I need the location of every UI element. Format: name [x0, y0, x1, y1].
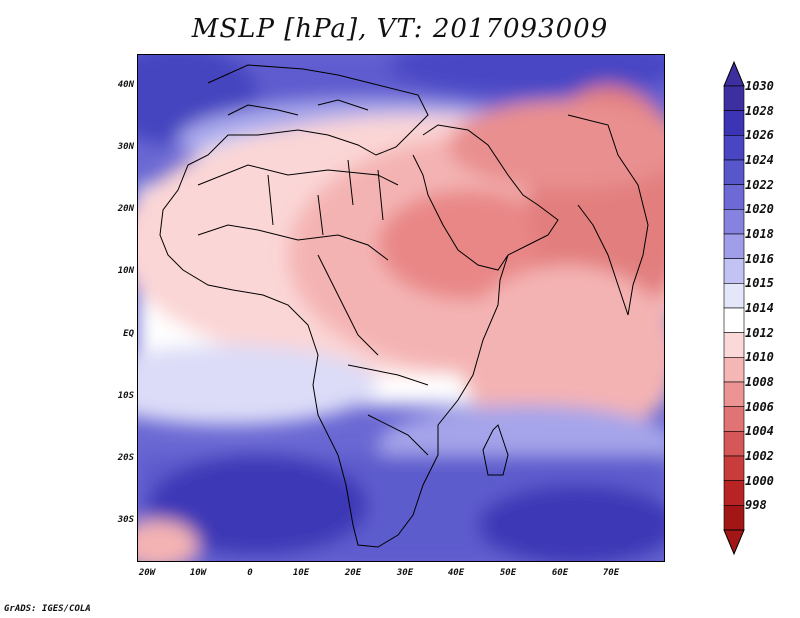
mslp-field: [138, 55, 664, 561]
lat-label-eq: EQ: [123, 329, 134, 339]
colorbar-swatch-1006: [723, 406, 745, 432]
lon-label-10w: 10W: [189, 568, 207, 578]
colorbar-label-1018: 1018: [745, 227, 774, 241]
colorbar-swatch-1002: [723, 455, 745, 481]
colorbar-label-1015: 1015: [745, 276, 774, 291]
grads-credit: GrADS: IGES/COLA: [4, 604, 91, 614]
lon-label-50e: 50E: [499, 568, 517, 578]
lon-label-70e: 70E: [602, 568, 620, 578]
colorbar-swatch-1020: [723, 209, 745, 235]
colorbar-label-998: 998: [745, 498, 767, 513]
colorbar-top-arrow: [723, 60, 745, 87]
map-area[interactable]: [137, 54, 665, 562]
colorbar-label-1026: 1026: [745, 128, 774, 143]
colorbar-label-1008: 1008: [745, 375, 774, 389]
colorbar-label-1002: 1002: [745, 449, 774, 463]
colorbar-swatch-1024: [723, 159, 745, 185]
colorbar-label-1010: 1010: [745, 350, 774, 365]
lon-label-0: 0: [247, 568, 253, 578]
colorbar: [723, 60, 745, 556]
colorbar-swatch-1000: [723, 480, 745, 506]
map-title: MSLP [hPa], VT: 2017093009: [191, 14, 609, 44]
colorbar-bottom-arrow: [723, 529, 745, 556]
colorbar-swatch-1012: [723, 332, 745, 358]
lat-label-30n: 30N: [117, 142, 134, 152]
colorbar-label-1020: 1020: [745, 202, 774, 217]
colorbar-label-1022: 1022: [745, 177, 774, 192]
lat-label-40n: 40N: [117, 80, 134, 90]
lon-label-40e: 40E: [447, 568, 465, 578]
colorbar-swatch-1004: [723, 431, 745, 457]
colorbar-swatch-1014: [723, 307, 745, 333]
lat-label-20s: 20S: [117, 453, 134, 463]
colorbar-swatch-1010: [723, 357, 745, 383]
coastlines: [159, 64, 649, 548]
colorbar-swatch-1008: [723, 381, 745, 407]
colorbar-label-1030: 1030: [745, 79, 774, 93]
colorbar-swatch-1026: [723, 135, 745, 161]
lat-label-10n: 10N: [117, 266, 134, 276]
colorbar-swatch-998: [723, 505, 745, 531]
colorbar-label-1024: 1024: [745, 153, 774, 167]
lon-label-10e: 10E: [292, 568, 310, 578]
pressure-shading: [138, 55, 664, 561]
colorbar-label-1000: 1000: [745, 473, 774, 488]
lon-label-20e: 20E: [344, 568, 362, 578]
lon-label-30e: 30E: [396, 568, 414, 578]
lat-label-30s: 30S: [117, 515, 134, 525]
colorbar-label-1004: 1004: [745, 424, 774, 439]
colorbar-label-1014: 1014: [745, 301, 774, 315]
colorbar-label-1016: 1016: [745, 251, 774, 266]
colorbar-label-1028: 1028: [745, 103, 774, 118]
lon-label-60e: 60E: [551, 568, 569, 578]
colorbar-swatch-1018: [723, 233, 745, 259]
colorbar-swatch-1015: [723, 283, 745, 309]
lat-label-10s: 10S: [117, 391, 134, 401]
colorbar-swatch-1028: [723, 110, 745, 136]
colorbar-label-1012: 1012: [745, 325, 774, 340]
colorbar-swatch-1022: [723, 184, 745, 210]
lon-label-20w: 20W: [138, 568, 156, 578]
lat-label-20n: 20N: [117, 204, 134, 214]
colorbar-swatch-1016: [723, 258, 745, 284]
colorbar-label-1006: 1006: [745, 399, 774, 414]
colorbar-swatch-1030: [723, 85, 745, 111]
